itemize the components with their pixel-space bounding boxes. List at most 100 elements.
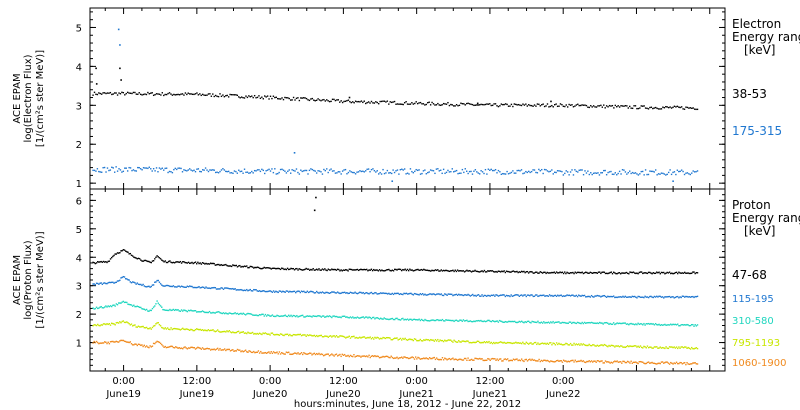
data-point	[123, 340, 126, 342]
data-point	[686, 347, 688, 350]
data-point	[689, 173, 692, 176]
data-point	[95, 170, 97, 172]
data-point	[348, 268, 350, 270]
data-point	[137, 93, 139, 95]
data-point	[137, 166, 139, 169]
data-point	[289, 353, 291, 355]
data-point	[284, 333, 286, 336]
data-point	[137, 325, 140, 327]
data-point	[403, 168, 406, 170]
data-point	[663, 173, 666, 175]
data-point	[493, 320, 495, 322]
data-point	[555, 321, 558, 323]
data-point	[474, 320, 476, 323]
data-point	[504, 271, 507, 274]
data-point	[366, 337, 368, 339]
data-point	[102, 342, 105, 344]
data-point	[284, 170, 286, 172]
data-point	[489, 359, 491, 362]
data-point	[642, 170, 644, 173]
data-point	[656, 174, 658, 176]
data-point	[407, 293, 410, 295]
data-point	[513, 320, 516, 323]
data-point	[509, 105, 511, 107]
data-point	[691, 107, 693, 110]
data-point	[108, 260, 111, 262]
data-point	[282, 334, 284, 336]
data-point	[353, 269, 355, 271]
data-point	[390, 355, 392, 357]
data-point	[578, 343, 580, 345]
data-point	[534, 294, 537, 296]
data-point	[252, 96, 254, 99]
data-point	[258, 290, 261, 292]
data-point	[470, 342, 473, 344]
data-point	[427, 293, 430, 296]
data-point	[315, 334, 318, 337]
data-point	[574, 271, 576, 273]
data-point	[152, 284, 155, 286]
data-point	[262, 352, 264, 354]
data-point	[378, 269, 381, 271]
data-point	[503, 358, 505, 361]
data-point	[243, 168, 246, 170]
data-point	[254, 332, 256, 335]
data-point	[311, 168, 314, 171]
data-point	[500, 173, 503, 176]
data-point	[615, 296, 617, 298]
data-point	[558, 170, 560, 172]
data-point	[222, 264, 225, 266]
data-point	[488, 319, 490, 322]
data-point	[258, 352, 261, 354]
data-point	[306, 315, 309, 317]
data-point	[183, 328, 185, 330]
data-point	[107, 323, 109, 326]
data-point	[625, 271, 628, 274]
data-point	[675, 271, 678, 274]
data-point	[458, 172, 461, 174]
data-point	[675, 173, 677, 176]
data-point	[431, 293, 433, 296]
data-point	[405, 338, 408, 341]
data-point	[458, 270, 460, 272]
data-point	[360, 170, 363, 173]
data-point	[417, 319, 419, 321]
series-38-53	[92, 67, 699, 111]
y-axis-label: ACE EPAM	[12, 255, 23, 305]
data-point	[367, 168, 370, 170]
data-point	[487, 319, 489, 322]
data-point	[418, 318, 420, 320]
data-point	[672, 363, 674, 365]
series-47-68	[92, 196, 699, 275]
data-point	[298, 353, 300, 355]
data-point	[346, 269, 348, 271]
data-point	[672, 323, 674, 326]
data-point	[305, 315, 307, 318]
data-point	[465, 340, 467, 343]
data-point	[688, 347, 691, 349]
data-point	[384, 269, 387, 272]
data-point	[672, 296, 674, 298]
data-point	[675, 296, 678, 298]
data-point	[538, 103, 540, 106]
data-point	[355, 336, 357, 339]
data-point	[142, 345, 144, 348]
data-point	[99, 92, 101, 95]
data-point	[126, 278, 128, 280]
data-point	[315, 268, 318, 270]
data-point	[148, 260, 150, 263]
data-point	[124, 94, 126, 96]
data-point	[487, 341, 489, 344]
data-point	[97, 261, 99, 263]
data-point	[225, 95, 227, 97]
data-point	[199, 262, 201, 264]
data-point	[398, 173, 400, 175]
data-point	[197, 168, 200, 170]
data-point	[131, 325, 134, 327]
data-point	[664, 273, 666, 275]
data-point	[184, 346, 186, 348]
data-point	[437, 358, 439, 361]
data-point	[536, 294, 538, 296]
data-point	[601, 295, 603, 297]
data-point	[145, 286, 148, 288]
